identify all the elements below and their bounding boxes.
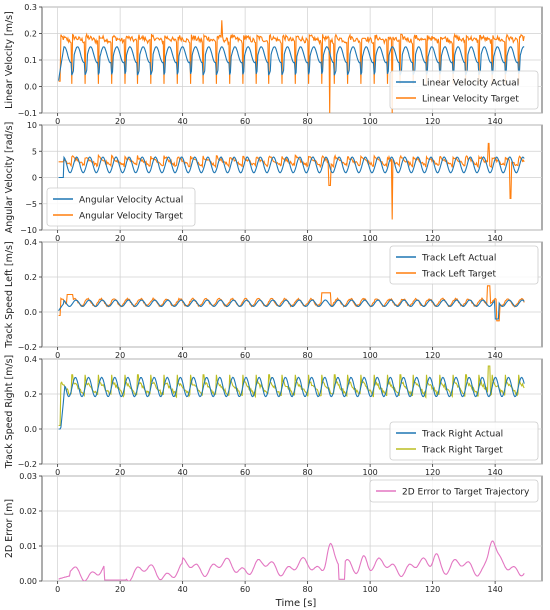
x-tick-label: 140 [487,585,502,594]
y-tick-label: −10 [20,226,37,235]
y-tick-label: −0.1 [18,109,37,118]
panel-5: 0.00 0.01 0.02 0.03 0 20 40 60 80 100 120 140 2D Err… [4,472,543,594]
legend-box [389,421,539,461]
panel-3: −0.2 0.0 0.2 0.4 0 20 40 60 80 100 120 140 Track Spe… [4,238,543,360]
series-line-linvel-target [58,20,525,113]
x-tick-label: 140 [487,468,502,477]
y-tick-label: 0.01 [19,542,37,551]
legend: Linear Velocity Actual Linear Velocity Ta… [389,70,539,110]
y-tick-label: 0.2 [24,390,37,399]
legend-box [46,187,196,227]
legend-label: Linear Velocity Target [422,95,519,105]
y-tick-label: 0.0 [24,308,37,317]
legend-label: Track Left Actual [421,254,496,264]
series-line-left-actual [58,299,525,320]
x-tick-label: 80 [303,117,313,126]
x-tick-label: 0 [55,585,60,594]
x-tick-label: 120 [425,351,440,360]
x-tick-label: 0 [55,351,60,360]
x-tick-label: 60 [240,468,250,477]
y-tick-label: 0.4 [24,355,37,364]
x-tick-label: 80 [303,468,313,477]
y-tick-label: 0.3 [24,3,37,12]
x-tick-label: 0 [55,117,60,126]
legend-label: Linear Velocity Actual [422,79,519,89]
series-line-angvel-actual [58,155,525,179]
legend: Track Left Actual Track Left Target [389,245,539,285]
x-tick-label: 0 [55,468,60,477]
panel-1: −0.1 0.0 0.1 0.2 0.3 0 20 40 60 80 100 120 140 Linear… [4,3,543,126]
y-tick-label: 0.0 [24,425,37,434]
x-tick-label: 80 [303,234,313,243]
y-tick-label: −0.2 [18,343,37,352]
legend-box [369,479,539,503]
legend-label: 2D Error to Target Trajectory [402,488,530,498]
x-tick-label: 40 [178,234,188,243]
x-tick-label: 140 [487,351,502,360]
y-tick-label: 10 [27,121,37,130]
x-tick-label: 80 [303,351,313,360]
series-line-right-actual [58,376,525,430]
legend-box [389,70,539,110]
legend: Track Right Actual Track Right Target [389,421,539,461]
y-tick-label: 0.03 [19,472,37,481]
y-axis-label: Angular Velocity [rad/s] [4,122,15,234]
y-tick-label: −0.2 [18,460,37,469]
legend-label: Track Left Target [421,270,497,280]
y-tick-label: 0.00 [19,577,37,586]
x-tick-label: 20 [115,234,125,243]
x-tick-label: 40 [178,468,188,477]
x-tick-label: 20 [115,585,125,594]
x-tick-label: 140 [487,234,502,243]
x-tick-label: 60 [240,117,250,126]
x-tick-label: 40 [178,117,188,126]
y-tick-label: 0.0 [24,83,37,92]
x-axis-label: Time [s] [275,598,317,609]
x-tick-label: 40 [178,351,188,360]
x-tick-label: 40 [178,585,188,594]
legend-label: Angular Velocity Target [79,212,183,222]
legend-label: Angular Velocity Actual [79,196,183,206]
panel-4: −0.2 0.0 0.2 0.4 0 20 40 60 80 100 120 140 Track Spe… [4,355,543,477]
x-tick-label: 20 [115,351,125,360]
series-line-linvel-actual [58,46,525,81]
legend-box [389,245,539,285]
x-tick-label: 60 [240,351,250,360]
legend: 2D Error to Target Trajectory [369,479,539,503]
x-tick-label: 60 [240,585,250,594]
legend-label: Track Right Target [421,446,503,456]
series-line-error-2d [58,540,525,581]
y-axis-label: 2D Error [m] [4,499,15,558]
x-tick-label: 120 [425,117,440,126]
y-axis-label: Linear Velocity [m/s] [4,11,15,109]
x-tick-label: 60 [240,234,250,243]
x-tick-label: 80 [303,585,313,594]
y-tick-label: 0.02 [19,507,37,516]
x-tick-label: 120 [425,234,440,243]
y-axis-label: Track Speed Left [m/s] [4,241,15,348]
x-tick-label: 0 [55,234,60,243]
y-axis-label: Track Speed Right [m/s] [4,355,15,470]
y-tick-label: 0.2 [24,30,37,39]
x-tick-label: 100 [362,117,377,126]
y-tick-label: −5 [25,200,37,209]
x-tick-label: 140 [487,117,502,126]
y-tick-label: 0.1 [24,56,37,65]
y-tick-label: 0.4 [24,238,37,247]
x-tick-label: 100 [362,585,377,594]
x-tick-label: 20 [115,468,125,477]
x-tick-label: 20 [115,117,125,126]
x-tick-label: 100 [362,234,377,243]
y-tick-label: 5 [32,147,37,156]
x-tick-label: 120 [425,585,440,594]
y-tick-label: 0 [32,174,37,183]
y-tick-label: 0.2 [24,273,37,282]
x-tick-label: 120 [425,468,440,477]
x-tick-label: 100 [362,468,377,477]
legend: Angular Velocity Actual Angular Velocity … [46,187,196,227]
x-tick-label: 100 [362,351,377,360]
legend-label: Track Right Actual [421,430,503,440]
